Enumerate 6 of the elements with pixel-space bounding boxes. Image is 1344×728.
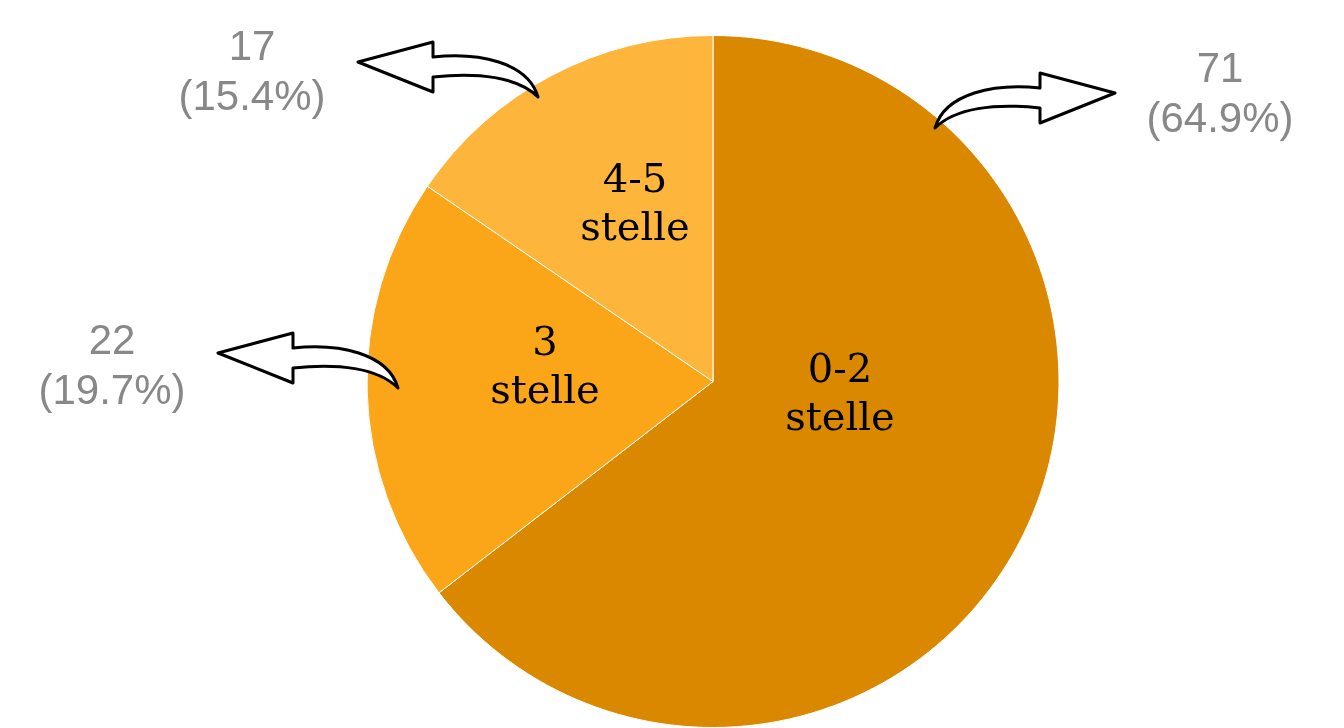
data-label: 17 (15.4%): [178, 21, 326, 119]
data-label: 71 (64.9%): [1146, 43, 1294, 141]
slice-label: 4-5 stelle: [580, 155, 690, 250]
data-label: 22 (19.7%): [38, 315, 186, 413]
slice-label: 0-2 stelle: [785, 345, 895, 440]
slice-label: 3 stelle: [490, 318, 600, 413]
